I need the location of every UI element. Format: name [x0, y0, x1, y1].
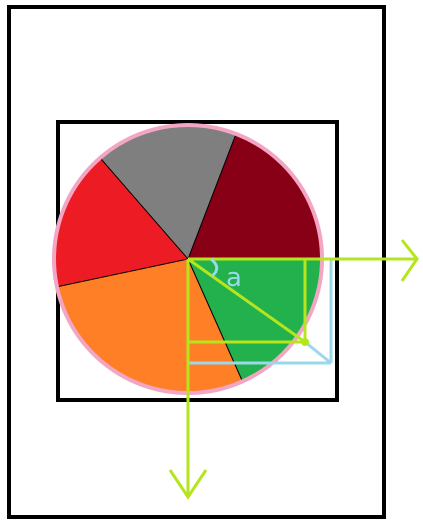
pie-slice-dark-red	[188, 134, 321, 259]
axes	[168, 239, 419, 500]
y-axis-arrowhead	[168, 469, 208, 500]
angle-arc	[210, 257, 219, 278]
pie-slice-green	[188, 259, 321, 381]
radius-vector	[187, 257, 306, 344]
slice-divider-orange	[57, 258, 189, 288]
point-marker	[301, 338, 309, 346]
slice-divider-red	[100, 158, 189, 260]
projection-diagonal	[304, 340, 332, 365]
pie-slice-gray	[100, 126, 236, 259]
x-axis-arrowhead	[400, 239, 419, 282]
projection-rectangle	[188, 259, 333, 365]
pie-slice-red	[55, 158, 188, 287]
outer-frame	[7, 5, 386, 519]
slice-divider-gray	[187, 134, 237, 260]
slice-divider-green	[187, 258, 243, 381]
pie-slice-orange	[57, 259, 243, 392]
angle-label: a	[226, 263, 242, 293]
pie-chart	[55, 126, 321, 392]
